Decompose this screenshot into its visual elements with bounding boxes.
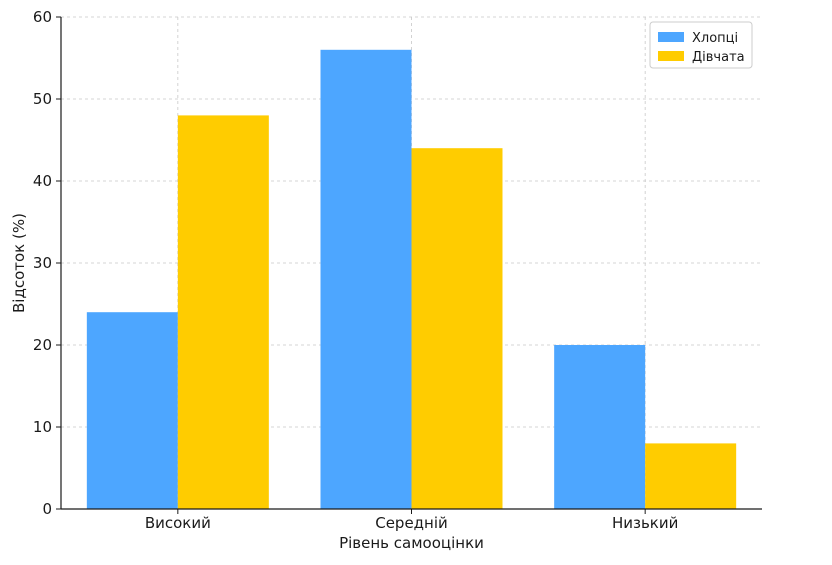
x-tick-label: Низький: [612, 514, 678, 532]
bar-boys-1: [86, 312, 178, 509]
legend-swatch-boys: [658, 32, 684, 42]
legend: Хлопці Дівчата: [649, 21, 753, 69]
bar-boys-2: [320, 49, 412, 510]
y-tick-label: 20: [33, 336, 52, 354]
y-tick-label: 50: [33, 90, 52, 108]
bars-layer: [86, 49, 737, 510]
ticks-layer: 0 10 20 30 40 50 60 Високий Середній Низький: [33, 8, 678, 532]
legend-label-boys: Хлопці: [692, 31, 738, 46]
y-tick-label: 30: [33, 254, 52, 272]
legend-swatch-girls: [658, 51, 684, 61]
bar-girls-3: [645, 443, 737, 509]
bar-girls-1: [177, 115, 269, 510]
legend-label-girls: Дівчата: [692, 50, 745, 65]
x-tick-label: Високий: [145, 514, 211, 532]
x-tick-label: Середній: [375, 514, 448, 532]
x-axis-title: Рівень самооцінки: [339, 534, 484, 552]
bar-girls-2: [411, 148, 503, 509]
y-tick-label: 60: [33, 8, 52, 26]
y-axis-title: Відсоток (%): [10, 213, 28, 313]
y-tick-label: 10: [33, 418, 52, 436]
bar-boys-3: [554, 345, 646, 509]
y-tick-label: 40: [33, 172, 52, 190]
y-tick-label: 0: [42, 500, 52, 518]
